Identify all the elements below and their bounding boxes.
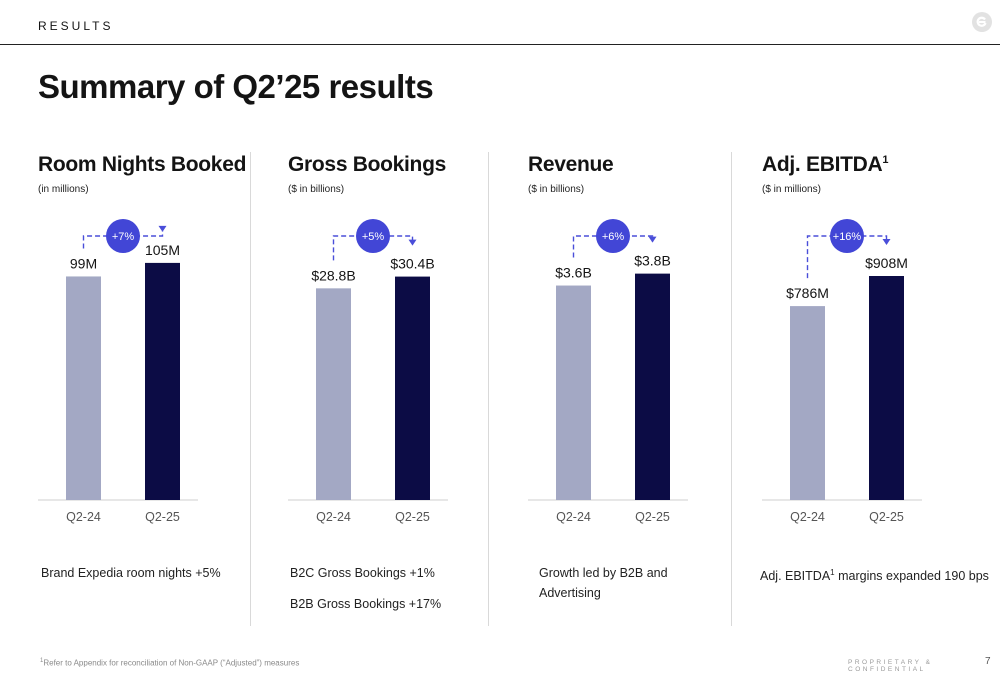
bar-q2-25 xyxy=(395,276,430,500)
chart-subtitle: ($ in millions) xyxy=(762,184,821,195)
bar-q2-24 xyxy=(316,288,351,500)
section-label: RESULTS xyxy=(38,19,114,33)
value-label: $908M xyxy=(865,255,908,271)
panel-divider xyxy=(731,152,732,626)
b2b-note: B2B Gross Bookings +17% xyxy=(290,597,442,611)
x-tick-label: Q2-25 xyxy=(869,510,904,524)
ebitda-panel: Adj. EBITDA1 ($ in millions) $786M Q2-24 $… xyxy=(762,150,992,620)
chart-subtitle: (in millions) xyxy=(38,184,89,195)
value-label: $30.4B xyxy=(390,256,434,272)
panel-divider xyxy=(488,152,489,626)
growth-bubble xyxy=(830,219,864,253)
growth-bubble xyxy=(106,219,140,253)
panel-divider xyxy=(250,152,251,626)
arrow-head-icon xyxy=(648,236,657,243)
ebitda-chart: $786M Q2-24 $908M Q2-25 +16% xyxy=(762,219,922,524)
value-label: 105M xyxy=(145,242,180,258)
value-label: $786M xyxy=(786,285,829,301)
bar-q2-24 xyxy=(66,276,101,500)
x-tick-label: Q2-24 xyxy=(790,510,825,524)
revenue-note: Growth led by B2B and Advertising xyxy=(539,566,668,600)
growth-label: +5% xyxy=(362,231,385,243)
x-tick-label: Q2-25 xyxy=(145,510,180,524)
room-nights-note: Brand Expedia room nights +5% xyxy=(41,566,221,580)
chart-subtitle: ($ in billions) xyxy=(288,184,345,195)
header-divider xyxy=(0,44,1000,45)
gross-bookings-chart: $28.8B Q2-24 $30.4B Q2-25 +5% xyxy=(288,219,448,524)
growth-label: +7% xyxy=(112,231,135,243)
growth-label: +16% xyxy=(833,231,862,243)
revenue-chart: $3.6B Q2-24 $3.8B Q2-25 +6% xyxy=(528,219,688,524)
arrow-head-icon xyxy=(158,225,167,232)
x-tick-label: Q2-25 xyxy=(635,510,670,524)
bar-q2-25 xyxy=(635,273,670,500)
growth-label: +6% xyxy=(602,231,625,243)
bar-q2-25 xyxy=(869,276,904,500)
x-tick-label: Q2-24 xyxy=(66,510,101,524)
revenue-panel: Revenue ($ in billions) $3.6B Q2-24 $3.8B Q… xyxy=(528,150,758,620)
confidential-label: PROPRIETARY & CONFIDENTIAL xyxy=(848,659,933,673)
value-label: $3.6B xyxy=(555,265,592,281)
chart-subtitle: ($ in billions) xyxy=(528,184,585,195)
ebitda-note: Adj. EBITDA1 margins expanded 190 bps xyxy=(760,568,989,584)
gross-bookings-note: B2C Gross Bookings +1% B2B Gross Booking… xyxy=(290,563,441,614)
arrow-head-icon xyxy=(882,239,891,245)
b2c-note: B2C Gross Bookings +1% xyxy=(290,566,435,580)
chart-title: Gross Bookings xyxy=(288,153,446,176)
page-title: Summary of Q2’25 results xyxy=(38,68,434,105)
value-label: $3.8B xyxy=(634,253,671,269)
x-tick-label: Q2-24 xyxy=(556,510,591,524)
footnote-marker: 1 xyxy=(882,154,889,166)
growth-bubble xyxy=(356,219,390,253)
gross-bookings-panel: Gross Bookings ($ in billions) $28.8B Q2-… xyxy=(288,150,518,620)
arrow-head-icon xyxy=(408,239,417,246)
bar-q2-25 xyxy=(145,262,180,500)
footnote: 1Refer to Appendix for reconciliation of… xyxy=(40,658,300,668)
chart-title: Adj. EBITDA1 xyxy=(762,153,889,176)
expedia-logo-icon xyxy=(972,12,992,32)
growth-arrow-line xyxy=(572,235,654,258)
growth-bubble xyxy=(596,219,630,253)
chart-title: Room Nights Booked xyxy=(38,153,247,176)
x-tick-label: Q2-24 xyxy=(316,510,351,524)
value-label: $28.8B xyxy=(311,267,355,283)
value-label: 99M xyxy=(70,255,97,271)
bar-q2-24 xyxy=(556,285,591,500)
x-tick-label: Q2-25 xyxy=(395,510,430,524)
room-nights-panel: Room Nights Booked (in millions) 99M Q2-2… xyxy=(38,150,268,620)
bar-q2-24 xyxy=(790,306,825,500)
page-number: 7 xyxy=(985,656,991,667)
chart-title: Revenue xyxy=(528,153,614,176)
room-nights-chart: 99M Q2-24 105M Q2-25 +7% xyxy=(38,219,198,524)
